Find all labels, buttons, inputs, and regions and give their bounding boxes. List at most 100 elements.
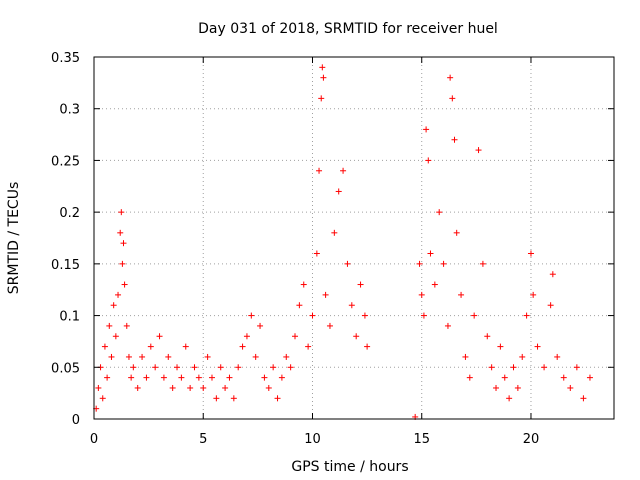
data-point xyxy=(326,322,333,329)
data-point xyxy=(118,209,125,216)
data-point xyxy=(484,333,491,340)
ticks-layer xyxy=(93,56,614,420)
data-point xyxy=(541,364,548,371)
data-point xyxy=(313,250,320,257)
data-point xyxy=(549,271,556,278)
x-tick-label: 10 xyxy=(304,432,321,447)
data-point xyxy=(497,343,504,350)
x-tick-labels: 0 5 10 15 20 xyxy=(90,432,539,447)
data-point xyxy=(488,364,495,371)
data-point xyxy=(466,374,473,381)
data-point xyxy=(322,291,329,298)
data-point xyxy=(99,395,106,402)
y-tick-label: 0.2 xyxy=(59,206,80,221)
data-point xyxy=(143,374,150,381)
data-point xyxy=(283,353,290,360)
data-point xyxy=(178,374,185,381)
data-point xyxy=(501,374,508,381)
data-point xyxy=(191,364,198,371)
data-point xyxy=(147,343,154,350)
data-point xyxy=(493,384,500,391)
data-point xyxy=(117,229,124,236)
y-axis-label: SRMTID / TECUs xyxy=(6,182,22,295)
data-point xyxy=(534,343,541,350)
y-tick-label: 0.1 xyxy=(59,310,80,325)
data-point xyxy=(261,374,268,381)
data-point xyxy=(418,291,425,298)
data-point xyxy=(348,302,355,309)
y-tick-label: 0.35 xyxy=(51,51,80,66)
data-point xyxy=(305,343,312,350)
data-point xyxy=(506,395,513,402)
data-point xyxy=(257,322,264,329)
data-point xyxy=(248,312,255,319)
data-point xyxy=(527,250,534,257)
data-point xyxy=(318,95,325,102)
data-point xyxy=(156,333,163,340)
data-point xyxy=(427,250,434,257)
data-point xyxy=(462,353,469,360)
data-point xyxy=(115,291,122,298)
data-point xyxy=(567,384,574,391)
data-point xyxy=(296,302,303,309)
y-tick-label: 0.15 xyxy=(51,258,80,273)
data-point xyxy=(95,384,102,391)
data-point xyxy=(106,322,113,329)
data-point xyxy=(121,281,128,288)
data-point xyxy=(547,302,554,309)
data-point xyxy=(123,322,130,329)
data-point xyxy=(222,384,229,391)
data-point xyxy=(200,384,207,391)
x-axis-label: GPS time / hours xyxy=(291,459,408,475)
data-point xyxy=(316,167,323,174)
data-point xyxy=(440,260,447,267)
data-point xyxy=(335,188,342,195)
data-point xyxy=(287,364,294,371)
data-point xyxy=(530,291,537,298)
data-point xyxy=(300,281,307,288)
data-point xyxy=(431,281,438,288)
data-point xyxy=(160,374,167,381)
data-point xyxy=(420,312,427,319)
data-point xyxy=(139,353,146,360)
data-point xyxy=(120,240,127,247)
data-point xyxy=(580,395,587,402)
data-point xyxy=(444,322,451,329)
data-point xyxy=(519,353,526,360)
data-point xyxy=(112,333,119,340)
data-point xyxy=(152,364,159,371)
y-tick-labels: 0 0.05 0.1 0.15 0.2 0.25 0.3 0.35 xyxy=(51,51,80,428)
chart-title: Day 031 of 2018, SRMTID for receiver hue… xyxy=(198,21,498,37)
data-point xyxy=(554,353,561,360)
plot-frame xyxy=(93,56,615,420)
data-point xyxy=(182,343,189,350)
data-point xyxy=(278,374,285,381)
data-point xyxy=(195,374,202,381)
data-point xyxy=(451,136,458,143)
data-point xyxy=(130,364,137,371)
y-tick-label: 0 xyxy=(72,413,80,428)
data-point xyxy=(265,384,272,391)
data-point xyxy=(270,364,277,371)
data-point xyxy=(560,374,567,381)
data-point xyxy=(101,343,108,350)
x-tick-label: 0 xyxy=(90,432,98,447)
data-point xyxy=(309,312,316,319)
data-point xyxy=(169,384,176,391)
data-point xyxy=(110,302,117,309)
data-point xyxy=(523,312,530,319)
y-tick-label: 0.3 xyxy=(59,103,80,118)
data-point xyxy=(453,229,460,236)
data-point xyxy=(319,64,326,71)
data-point xyxy=(108,353,115,360)
data-point xyxy=(230,395,237,402)
data-point xyxy=(128,374,135,381)
data-point xyxy=(586,374,593,381)
data-point xyxy=(471,312,478,319)
data-point xyxy=(510,364,517,371)
data-point xyxy=(208,374,215,381)
data-point xyxy=(361,312,368,319)
data-point xyxy=(353,333,360,340)
data-point xyxy=(458,291,465,298)
